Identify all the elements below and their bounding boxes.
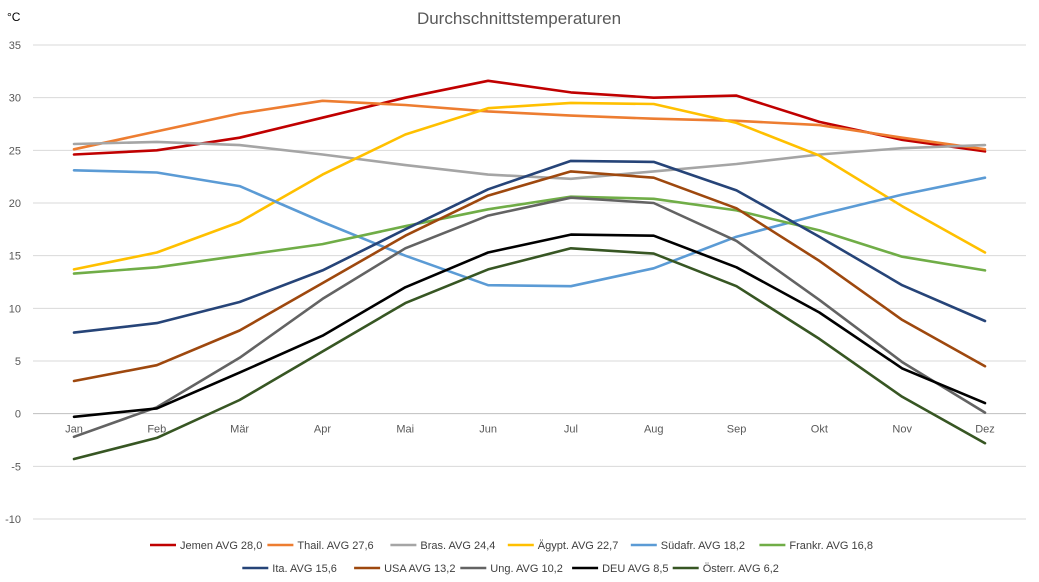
legend-label: Ägypt. AVG 22,7 — [538, 540, 619, 552]
x-tick-label: Jul — [564, 424, 578, 436]
series-line-3 — [72, 101, 987, 271]
legend-label: Bras. AVG 24,4 — [420, 540, 495, 552]
series-lines — [72, 79, 987, 461]
legend-label: Thail. AVG 27,6 — [297, 540, 373, 552]
y-tick-label: -5 — [11, 461, 21, 473]
x-tick-label: Dez — [975, 424, 995, 436]
gridlines — [33, 44, 1026, 520]
y-tick-label: 0 — [15, 409, 21, 421]
series-line-6 — [72, 159, 987, 334]
series-line-7 — [72, 170, 987, 383]
series-line-1 — [72, 99, 987, 151]
legend-label: Ita. AVG 15,6 — [272, 563, 337, 575]
legend: Jemen AVG 28,0 Thail. AVG 27,6 Bras. AVG 2… — [150, 540, 873, 575]
legend-label: Südafr. AVG 18,2 — [661, 540, 745, 552]
y-axis-tick-labels: 35 30 25 20 15 10 5 0 -5 -10 — [5, 40, 21, 526]
series-line-9 — [72, 233, 987, 419]
legend-label: Frankr. AVG 16,8 — [789, 540, 873, 552]
x-tick-label: Mär — [230, 424, 249, 436]
x-tick-label: Feb — [147, 424, 166, 436]
y-tick-label: 35 — [9, 40, 21, 52]
y-tick-label: 5 — [15, 356, 21, 368]
x-tick-label: Jan — [65, 424, 83, 436]
legend-label: Österr. AVG 6,2 — [703, 563, 779, 575]
legend-label: USA AVG 13,2 — [384, 563, 455, 575]
y-tick-label: 25 — [9, 145, 21, 157]
x-axis-tick-labels: Jan Feb Mär Apr Mai Jun Jul Aug Sep Okt Nov Dez — [65, 424, 995, 436]
x-tick-label: Jun — [479, 424, 497, 436]
x-tick-label: Nov — [892, 424, 912, 436]
series-line-8 — [72, 196, 987, 439]
x-tick-label: Okt — [811, 424, 828, 436]
series-line-0 — [72, 79, 987, 156]
y-tick-label: -10 — [5, 514, 21, 526]
y-tick-label: 20 — [9, 198, 21, 210]
y-tick-label: 10 — [9, 303, 21, 315]
chart-title: Durchschnittstemperaturen — [417, 9, 621, 28]
series-line-10 — [72, 247, 987, 461]
series-line-5 — [72, 195, 987, 275]
series-line-4 — [72, 169, 987, 288]
series-line-2 — [72, 140, 987, 181]
x-tick-label: Mai — [396, 424, 414, 436]
legend-label: Ung. AVG 10,2 — [490, 563, 563, 575]
y-axis-unit-label: °C — [7, 10, 21, 24]
legend-label: Jemen AVG 28,0 — [180, 540, 262, 552]
x-tick-label: Aug — [644, 424, 664, 436]
y-tick-label: 15 — [9, 251, 21, 263]
legend-label: DEU AVG 8,5 — [602, 563, 668, 575]
y-tick-label: 30 — [9, 93, 21, 105]
x-tick-label: Apr — [314, 424, 331, 436]
x-tick-label: Sep — [727, 424, 747, 436]
